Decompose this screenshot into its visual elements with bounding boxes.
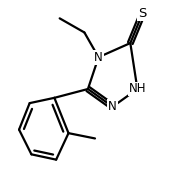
Text: S: S — [139, 7, 147, 20]
Text: N: N — [108, 100, 117, 113]
Text: NH: NH — [129, 82, 146, 96]
Text: N: N — [94, 51, 103, 64]
